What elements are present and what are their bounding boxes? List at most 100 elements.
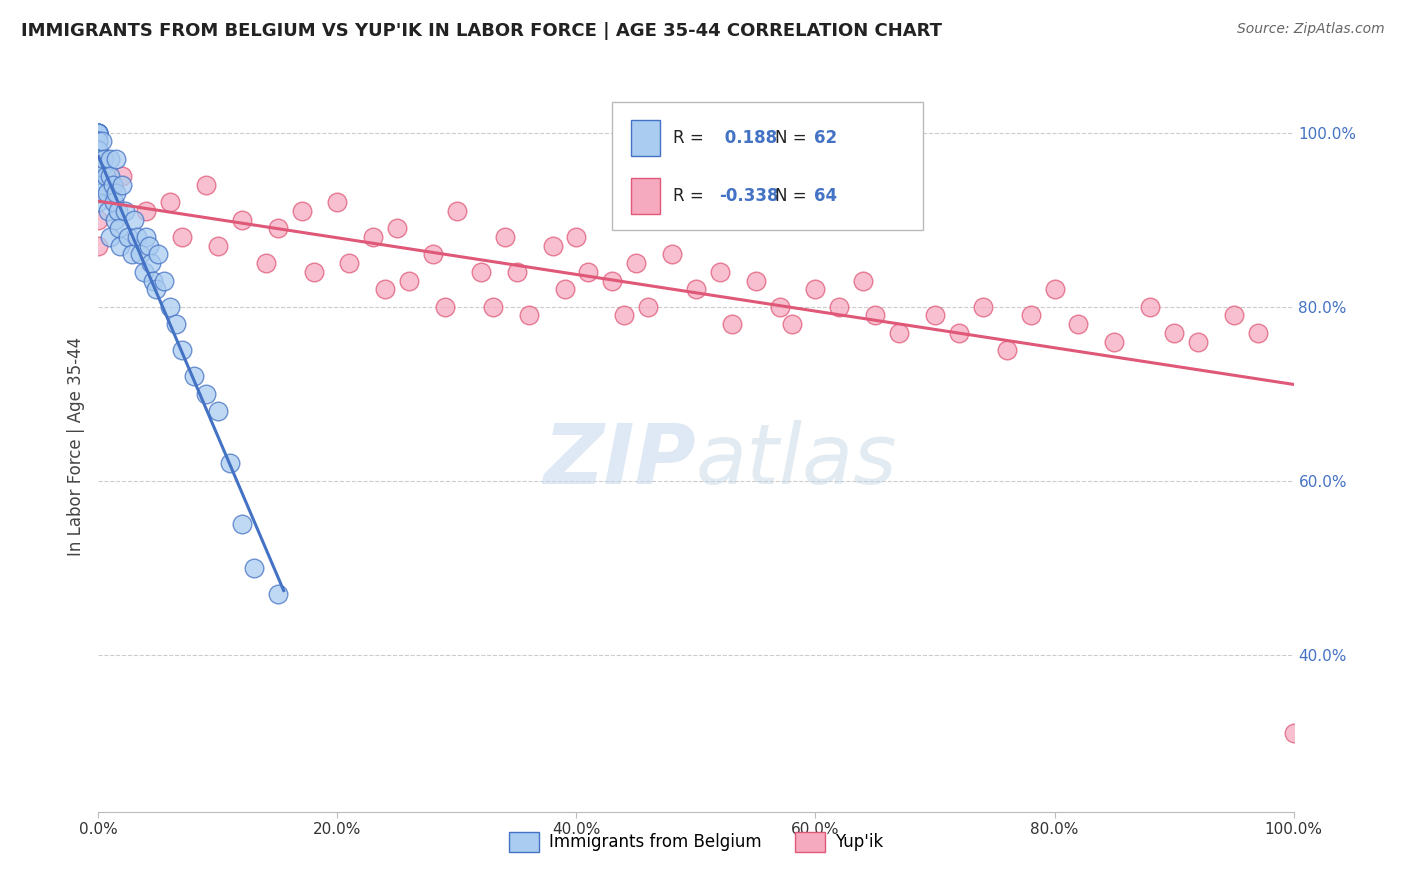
Point (96, 186, 118, 201)
Point (87, 169, 110, 183)
Point (111, 178, 134, 192)
Text: 62: 62 (814, 129, 838, 147)
Point (661, 247, 683, 261)
Point (87, 134, 110, 148)
Point (121, 247, 143, 261)
Point (219, 457, 242, 471)
Point (195, 386, 218, 401)
Point (98, 230, 122, 244)
Point (207, 238, 229, 252)
Point (87, 126, 110, 140)
Text: N =: N = (775, 186, 807, 205)
Point (87, 178, 110, 192)
Point (129, 247, 152, 261)
Point (87, 143, 110, 157)
Point (207, 404, 229, 418)
Point (87, 178, 110, 192)
Point (132, 265, 155, 279)
Point (804, 282, 827, 296)
Point (254, 256, 277, 270)
Point (1019, 309, 1042, 323)
Point (626, 256, 648, 270)
Point (107, 203, 129, 218)
FancyBboxPatch shape (631, 178, 661, 214)
Point (434, 300, 457, 314)
Point (924, 309, 946, 323)
Point (111, 169, 134, 183)
Point (195, 178, 218, 192)
Point (231, 212, 253, 227)
Point (87, 186, 110, 201)
Point (398, 274, 420, 288)
Point (745, 274, 768, 288)
Point (685, 282, 707, 296)
Point (94, 169, 117, 183)
Point (602, 274, 624, 288)
Text: R =: R = (673, 186, 704, 205)
Point (87, 126, 110, 140)
Point (139, 256, 162, 270)
Point (1043, 282, 1066, 296)
Point (103, 195, 125, 210)
Point (1139, 300, 1161, 314)
Point (1282, 726, 1305, 740)
Text: IMMIGRANTS FROM BELGIUM VS YUP'IK IN LABOR FORCE | AGE 35-44 CORRELATION CHART: IMMIGRANTS FROM BELGIUM VS YUP'IK IN LAB… (21, 22, 942, 40)
FancyBboxPatch shape (631, 120, 661, 156)
Point (87, 212, 110, 227)
Point (1104, 334, 1126, 349)
Point (972, 300, 994, 314)
Point (105, 186, 128, 201)
Point (565, 230, 588, 244)
Point (578, 265, 600, 279)
Point (87, 186, 110, 201)
Point (172, 230, 194, 244)
Point (148, 247, 170, 261)
Point (91, 161, 114, 175)
Point (1067, 317, 1090, 331)
Point (172, 343, 194, 358)
Point (87, 186, 110, 201)
Point (114, 203, 136, 218)
Point (159, 300, 181, 314)
Point (98, 169, 122, 183)
Point (138, 238, 160, 252)
Point (145, 282, 167, 296)
Point (852, 274, 875, 288)
Point (494, 230, 516, 244)
Point (87, 152, 110, 166)
Point (995, 343, 1018, 358)
Point (243, 561, 266, 575)
Point (1247, 326, 1270, 340)
Point (125, 230, 148, 244)
Text: Source: ZipAtlas.com: Source: ZipAtlas.com (1237, 22, 1385, 37)
Point (87, 238, 110, 252)
Point (446, 203, 468, 218)
Text: 0.188: 0.188 (718, 129, 776, 147)
Text: -0.338: -0.338 (718, 186, 778, 205)
Point (948, 326, 970, 340)
Point (107, 221, 129, 235)
Point (108, 238, 131, 252)
Point (613, 309, 636, 323)
Point (470, 265, 492, 279)
Text: atlas: atlas (696, 420, 897, 501)
Point (517, 309, 540, 323)
Point (87, 161, 110, 175)
Point (91, 134, 114, 148)
Point (87, 126, 110, 140)
Point (87, 152, 110, 166)
Point (93, 152, 115, 166)
Point (768, 300, 790, 314)
Point (1187, 334, 1209, 349)
Point (267, 587, 290, 601)
Text: N =: N = (775, 129, 807, 147)
Point (828, 300, 851, 314)
Point (97, 203, 120, 218)
Point (91, 178, 114, 192)
Point (87, 195, 110, 210)
Point (267, 221, 290, 235)
Point (291, 203, 314, 218)
Point (87, 126, 110, 140)
FancyBboxPatch shape (613, 103, 922, 230)
Text: ZIP: ZIP (543, 420, 696, 501)
